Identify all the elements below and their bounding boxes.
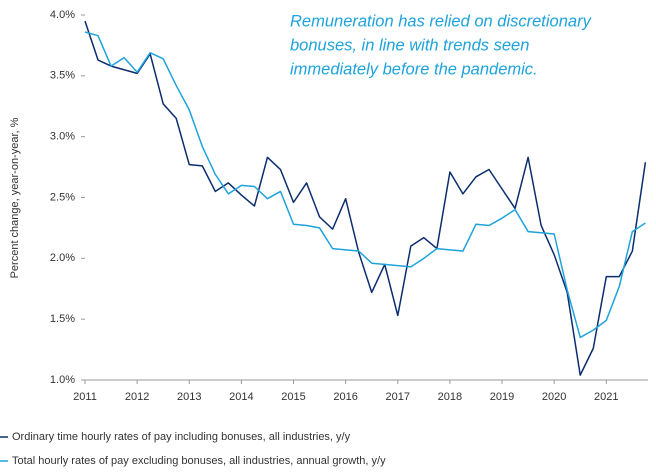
x-tick-label: 2015 (281, 391, 305, 403)
y-tick-label: 2.0% (50, 252, 75, 264)
x-tick-label: 2020 (542, 391, 566, 403)
y-tick-label: 1.0% (50, 374, 75, 386)
x-tick-label: 2019 (490, 391, 514, 403)
series-line (84, 31, 646, 339)
x-tick-label: 2011 (73, 391, 97, 403)
y-axis-label: Percent change, year-on-year, % (9, 117, 21, 278)
y-tick-label: 3.0% (50, 131, 75, 143)
legend-label: Total hourly rates of pay excluding bonu… (12, 455, 386, 467)
annotation: immediately before the pandemic. (290, 60, 538, 78)
x-tick-label: 2018 (438, 391, 462, 403)
series-line (84, 20, 647, 376)
x-tick-label: 2021 (594, 391, 618, 403)
annotation: bonuses, in line with trends seen (290, 36, 529, 54)
x-tick-label: 2016 (333, 391, 357, 403)
y-tick-label: 3.5% (50, 70, 75, 82)
x-tick-label: 2017 (386, 391, 410, 403)
y-tick-label: 1.5% (50, 313, 75, 325)
x-tick-label: 2012 (125, 391, 149, 403)
x-tick-label: 2014 (229, 391, 253, 403)
annotation: Remuneration has relied on discretionary (290, 12, 593, 30)
y-tick-label: 2.5% (50, 191, 75, 203)
y-tick-label: 4.0% (50, 9, 75, 21)
x-tick-label: 2013 (177, 391, 201, 403)
legend-label: Ordinary time hourly rates of pay includ… (12, 431, 351, 443)
